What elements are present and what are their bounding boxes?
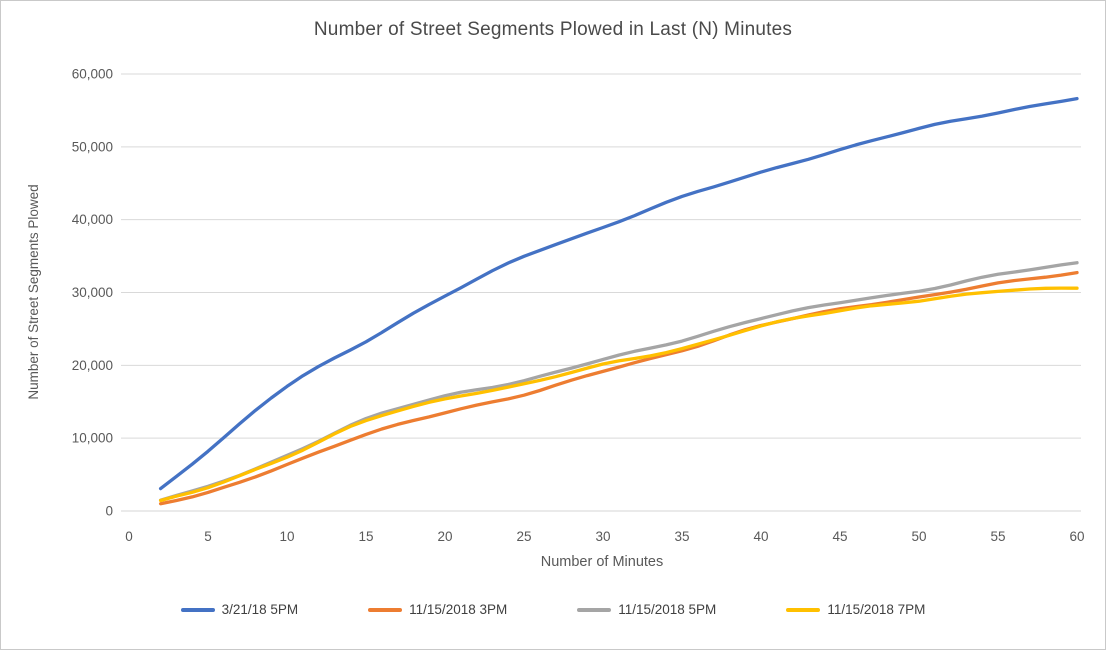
y-tick-label-30000: 30,000 [72, 285, 113, 300]
x-axis-title: Number of Minutes [541, 554, 664, 570]
legend-item-1: 11/15/2018 3PM [368, 602, 507, 617]
series-line-0-3-21-18-5pm [158, 96, 1079, 491]
y-tick-label-50000: 50,000 [72, 139, 113, 154]
x-tick-label-55: 55 [990, 529, 1005, 544]
x-tick-label-25: 25 [516, 529, 531, 544]
x-tick-label-15: 15 [358, 529, 373, 544]
legend-line-swatch [577, 607, 612, 612]
legend-label: 11/15/2018 3PM [409, 602, 508, 617]
y-tick-label-10000: 10,000 [72, 431, 113, 446]
axis-tick-labels: 0 10,000 20,000 30,000 40,000 50,000 60,000 0 5 1… [72, 67, 1085, 545]
gridlines [121, 73, 1081, 512]
x-tick-label-50: 50 [911, 529, 926, 544]
x-tick-label-45: 45 [832, 529, 847, 544]
chart-title: Number of Street Segments Plowed in Last… [313, 19, 793, 40]
y-axis-title: Number of Street Segments Plowed [26, 184, 41, 399]
series-line-1-11-15-2018-3pm [158, 270, 1079, 506]
legend-label: 3/21/18 5PM [221, 602, 299, 617]
y-tick-label-60000: 60,000 [72, 67, 113, 82]
legend: 3/21/18 5PM 11/15/2018 3PM 11/15/2018 5PM 1… [1, 602, 1105, 617]
legend-line-swatch [368, 607, 403, 612]
legend-label: 11/15/2018 7PM [827, 602, 926, 617]
x-tick-label-35: 35 [674, 529, 689, 544]
x-tick-label-10: 10 [279, 529, 294, 544]
x-tick-label-40: 40 [753, 529, 768, 544]
y-tick-label-0: 0 [105, 504, 113, 519]
legend-line-swatch [786, 607, 821, 612]
x-tick-label-30: 30 [595, 529, 610, 544]
series-line-3-11-15-2018-7pm [158, 286, 1079, 503]
legend-item-0: 3/21/18 5PM [180, 602, 299, 617]
y-tick-label-20000: 20,000 [72, 358, 113, 373]
x-tick-label-0: 0 [125, 529, 133, 544]
x-tick-label-5: 5 [204, 529, 212, 544]
legend-label: 11/15/2018 5PM [618, 602, 717, 617]
legend-item-2: 11/15/2018 5PM [577, 602, 716, 617]
series-lines [158, 96, 1079, 506]
legend-item-3: 11/15/2018 7PM [786, 602, 925, 617]
y-tick-label-40000: 40,000 [72, 212, 113, 227]
x-tick-label-20: 20 [437, 529, 452, 544]
legend-line-swatch [180, 607, 215, 612]
x-tick-label-60: 60 [1069, 529, 1084, 544]
